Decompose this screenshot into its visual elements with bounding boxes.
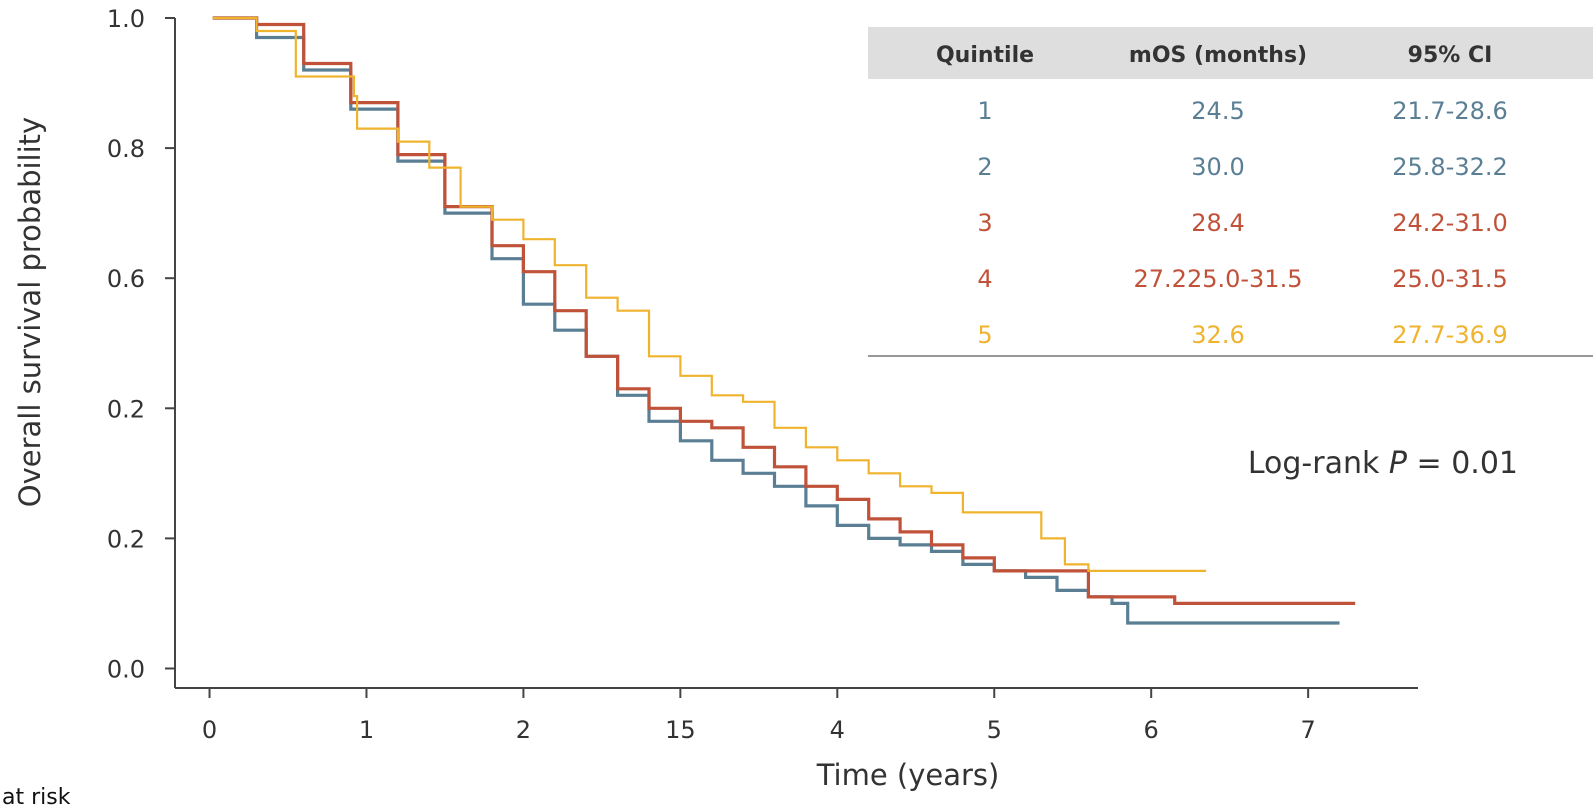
- table-cell-ci: 25.8-32.2: [1392, 153, 1508, 181]
- table-cell-mos: 24.5: [1191, 97, 1244, 125]
- axes: 0 1 2 15 4 5 6 7 0.00.20.20.60.81.0: [107, 5, 1418, 744]
- x-tick-label: 7: [1300, 716, 1315, 744]
- table-header-mos: mOS (months): [1129, 43, 1307, 68]
- table-cell-mos: 28.4: [1191, 209, 1244, 237]
- table-cell-mos: 27.225.0-31.5: [1134, 265, 1303, 293]
- x-tick-label: 6: [1144, 716, 1159, 744]
- table-cell-ci: 21.7-28.6: [1392, 97, 1508, 125]
- table-cell-mos: 30.0: [1191, 153, 1244, 181]
- x-tick-label: 1: [359, 716, 374, 744]
- table-cell-quintile: 3: [977, 209, 992, 237]
- y-tick-label: 0.2: [107, 395, 145, 423]
- annotation-value: = 0.01: [1407, 446, 1518, 481]
- table-cell-quintile: 4: [977, 265, 992, 293]
- table-header-quintile: Quintile: [936, 43, 1034, 68]
- annotation-p: P: [1389, 446, 1408, 481]
- x-tick-label: 2: [516, 716, 531, 744]
- table-cell-ci: 25.0-31.5: [1392, 265, 1508, 293]
- x-tick-label: 4: [830, 716, 845, 744]
- table-header-ci: 95% CI: [1408, 43, 1493, 68]
- table-rows: 1 24.5 21.7-28.6 2 30.0 25.8-32.2 3 28.4 24.2-31…: [977, 97, 1507, 349]
- table-cell-ci: 24.2-31.0: [1392, 209, 1508, 237]
- y-axis-title: Overall survival probability: [13, 117, 47, 507]
- table-cell-quintile: 5: [977, 321, 992, 349]
- y-tick-label: 0.2: [107, 525, 145, 553]
- table-cell-quintile: 2: [977, 153, 992, 181]
- survival-curve-quintile-2: [212, 16, 1356, 605]
- x-axis-title: Time (years): [816, 758, 1000, 792]
- x-ticks: 0 1 2 15 4 5 6 7: [202, 688, 1316, 744]
- median-os-table: Quintile mOS (months) 95% CI 1 24.5 21.7-2…: [868, 27, 1593, 357]
- table-cell-quintile: 1: [977, 97, 992, 125]
- y-tick-label: 0.0: [107, 655, 145, 683]
- x-tick-label: 5: [987, 716, 1002, 744]
- table-cell-ci: 27.7-36.9: [1392, 321, 1508, 349]
- x-tick-label: 15: [665, 716, 696, 744]
- x-tick-label: 0: [202, 716, 217, 744]
- survival-curves: [212, 16, 1356, 625]
- log-rank-annotation: Log-rank P = 0.01: [1248, 446, 1518, 481]
- y-ticks: 0.0 0.2 0.2 0.6 0.8 1.0: [107, 5, 175, 683]
- table-header-bg: [868, 27, 1593, 79]
- survival-curve-quintile-3: [212, 16, 1207, 572]
- at-risk-label: at risk: [2, 785, 71, 806]
- annotation-prefix: Log-rank: [1248, 446, 1389, 481]
- y-tick-label: 0.6: [107, 265, 145, 293]
- table-cell-mos: 32.6: [1191, 321, 1244, 349]
- y-tick-label: 0.8: [107, 135, 145, 163]
- survival-curve-quintile-1: [212, 16, 1340, 625]
- y-tick-label: 1.0: [107, 5, 145, 33]
